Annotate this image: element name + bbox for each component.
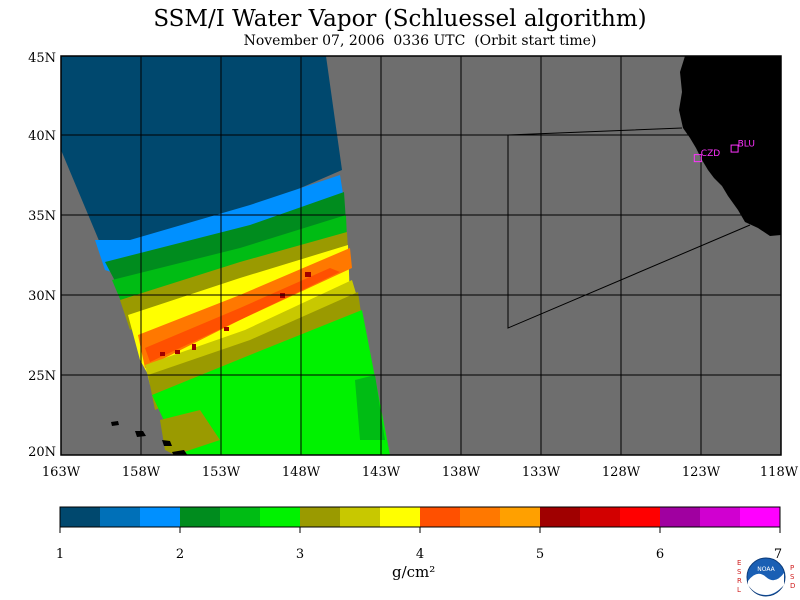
- lat-tick-label: 45N: [28, 51, 56, 66]
- max-vapor-speck: [175, 350, 180, 354]
- lon-tick-label: 153W: [202, 465, 241, 480]
- swath-band-green-patch: [355, 375, 385, 440]
- colorbar-cell: [740, 507, 781, 527]
- lon-tick-labels: 163W 158W 153W 148W 143W 138W 133W 128W …: [42, 465, 799, 480]
- map-subtitle: November 07, 2006 0336 UTC (Orbit start …: [243, 33, 597, 49]
- colorbar-tick-label: 7: [774, 547, 782, 562]
- colorbar-cell: [100, 507, 141, 527]
- lon-tick-label: 128W: [602, 465, 641, 480]
- swath-band-red-orange: [145, 268, 340, 362]
- colorbar-tick-label: 2: [176, 547, 184, 562]
- colorbar-tick-label: 4: [416, 547, 424, 562]
- swath-band-dark-blue: [61, 56, 342, 255]
- colorbar-tick-labels: 1 2 3 4 5 6 7: [56, 547, 782, 562]
- lon-tick-label: 158W: [122, 465, 161, 480]
- study-region-outline: [507, 127, 751, 329]
- colorbar-cell: [660, 507, 701, 527]
- lat-tick-label: 30N: [28, 289, 56, 304]
- logo-letter: L: [737, 586, 741, 594]
- colorbar-cell: [60, 507, 101, 527]
- colorbar-tick-label: 5: [536, 547, 544, 562]
- colorbar-cell: [620, 507, 661, 527]
- swath-data: [61, 56, 390, 455]
- swath-band-olive-patch: [160, 410, 220, 455]
- max-vapor-speck: [160, 352, 165, 356]
- colorbar-cell: [260, 507, 301, 527]
- logo-letter: S: [737, 568, 742, 576]
- site-markers: CZD BLU: [693, 140, 755, 163]
- colorbar-cell: [380, 507, 421, 527]
- colorbar-cell: [540, 507, 581, 527]
- noaa-logo: E S R L P S D NOAA: [737, 557, 795, 597]
- colorbar-cell: [700, 507, 741, 527]
- max-vapor-speck: [192, 344, 196, 350]
- colorbar-cells: [60, 507, 781, 527]
- map-frame: [60, 55, 782, 456]
- lat-lon-grid: [61, 56, 781, 455]
- colorbar-cell: [140, 507, 181, 527]
- noaa-emblem-wave: [748, 573, 784, 595]
- island: [111, 421, 119, 426]
- colorbar-cell: [220, 507, 261, 527]
- lon-tick-label: 133W: [522, 465, 561, 480]
- site-marker-czd: [693, 154, 702, 163]
- colorbar-tick-label: 6: [656, 547, 664, 562]
- colorbar-cell: [580, 507, 621, 527]
- lon-tick-label: 143W: [362, 465, 401, 480]
- site-label-czd: CZD: [701, 149, 720, 159]
- colorbar: 1 2 3 4 5 6 7: [56, 506, 782, 562]
- colorbar-cell: [500, 507, 541, 527]
- noaa-emblem-text: NOAA: [757, 566, 775, 573]
- lat-tick-label: 35N: [28, 209, 56, 224]
- colorbar-cell: [420, 507, 461, 527]
- colorbar-ticks: [59, 527, 781, 533]
- logo-letter: S: [790, 573, 795, 581]
- colorbar-cell: [460, 507, 501, 527]
- swath-band-bright-green: [152, 310, 390, 455]
- site-marker-blu: [730, 144, 739, 153]
- logo-letter: E: [737, 559, 741, 567]
- site-label-blu: BLU: [738, 140, 755, 150]
- colorbar-cell: [180, 507, 221, 527]
- map-title: SSM/I Water Vapor (Schluessel algorithm): [153, 6, 647, 32]
- lon-tick-label: 163W: [42, 465, 81, 480]
- colorbar-cell: [340, 507, 381, 527]
- max-vapor-speck: [305, 272, 311, 277]
- hawaii-islands: [111, 421, 188, 455]
- lat-tick-labels: 45N 40N 35N 30N 25N 20N: [28, 51, 56, 460]
- island: [162, 440, 172, 446]
- logo-letter: P: [790, 564, 794, 572]
- lat-tick-label: 20N: [28, 445, 56, 460]
- colorbar-cell: [300, 507, 341, 527]
- lat-tick-label: 25N: [28, 369, 56, 384]
- lon-tick-label: 123W: [682, 465, 721, 480]
- colorbar-tick-label: 1: [56, 547, 64, 562]
- island: [172, 450, 188, 455]
- max-vapor-speck: [224, 327, 229, 331]
- lon-tick-label: 118W: [760, 465, 799, 480]
- lon-tick-label: 138W: [442, 465, 481, 480]
- colorbar-unit-label: g/cm²: [392, 563, 436, 581]
- north-america-land: [679, 56, 781, 236]
- logo-letter: D: [790, 582, 795, 590]
- logo-letter: R: [737, 577, 742, 585]
- lat-tick-label: 40N: [28, 129, 56, 144]
- lon-tick-label: 148W: [282, 465, 321, 480]
- colorbar-tick-label: 3: [296, 547, 304, 562]
- esrl-vertical-text: E S R L P S D: [737, 559, 795, 594]
